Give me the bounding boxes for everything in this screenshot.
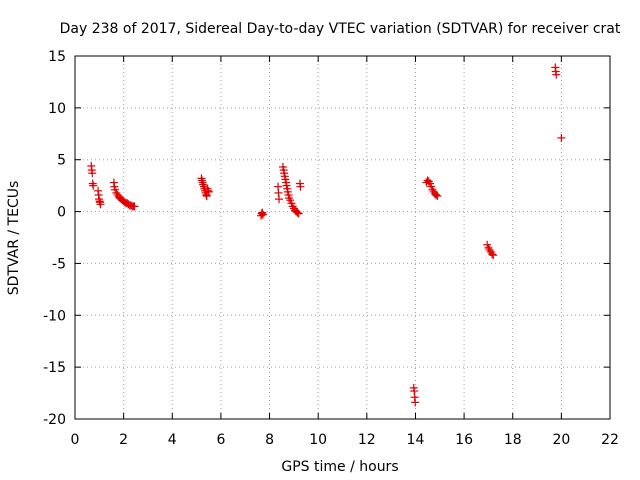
x-tick-label: 2 <box>119 432 128 448</box>
data-point <box>411 398 420 407</box>
y-tick-label: 10 <box>48 101 66 117</box>
data-points <box>87 63 566 407</box>
y-tick-label: -10 <box>43 308 66 324</box>
x-tick-label: 18 <box>504 432 522 448</box>
data-point <box>552 70 561 79</box>
x-tick-label: 14 <box>407 432 425 448</box>
y-tick-label: 15 <box>48 49 66 65</box>
data-point <box>432 190 441 199</box>
y-axis-title: SDTVAR / TECUs <box>6 181 22 296</box>
x-axis-title: GPS time / hours <box>281 459 398 475</box>
x-tick-label: 20 <box>552 432 570 448</box>
x-tick-label: 4 <box>168 432 177 448</box>
chart-title: Day 238 of 2017, Sidereal Day-to-day VTE… <box>60 21 621 37</box>
grid-lines <box>75 56 610 419</box>
axis-ticks <box>74 55 611 420</box>
data-point <box>293 208 302 217</box>
data-point <box>88 169 97 178</box>
x-tick-label: 12 <box>358 432 376 448</box>
data-point <box>275 195 284 204</box>
data-point <box>258 210 267 219</box>
x-tick-label: 22 <box>601 432 619 448</box>
data-point <box>130 202 139 211</box>
y-tick-label: 5 <box>57 153 66 169</box>
data-point <box>296 182 305 191</box>
data-point <box>489 251 498 260</box>
data-point <box>197 176 206 185</box>
y-tick-label: -20 <box>43 412 66 428</box>
x-tick-label: 16 <box>455 432 473 448</box>
data-point <box>89 181 98 190</box>
data-point <box>96 200 105 209</box>
tick-labels: 0 2 4 6 8 10 12 14 16 18 20 22 15 10 5 0 -5 -10 -15 -20 <box>43 49 619 448</box>
x-tick-label: 10 <box>309 432 327 448</box>
plot-frame <box>74 55 611 420</box>
y-tick-label: -5 <box>52 256 66 272</box>
data-point <box>433 192 442 201</box>
data-point <box>557 133 566 142</box>
x-tick-label: 0 <box>71 432 80 448</box>
x-tick-label: 8 <box>265 432 274 448</box>
data-point <box>294 209 303 218</box>
y-tick-label: -15 <box>43 360 66 376</box>
data-point <box>199 180 208 189</box>
data-point <box>204 187 213 196</box>
data-point <box>202 192 211 201</box>
y-tick-label: 0 <box>57 205 66 221</box>
x-tick-label: 6 <box>216 432 225 448</box>
data-point <box>488 250 497 259</box>
